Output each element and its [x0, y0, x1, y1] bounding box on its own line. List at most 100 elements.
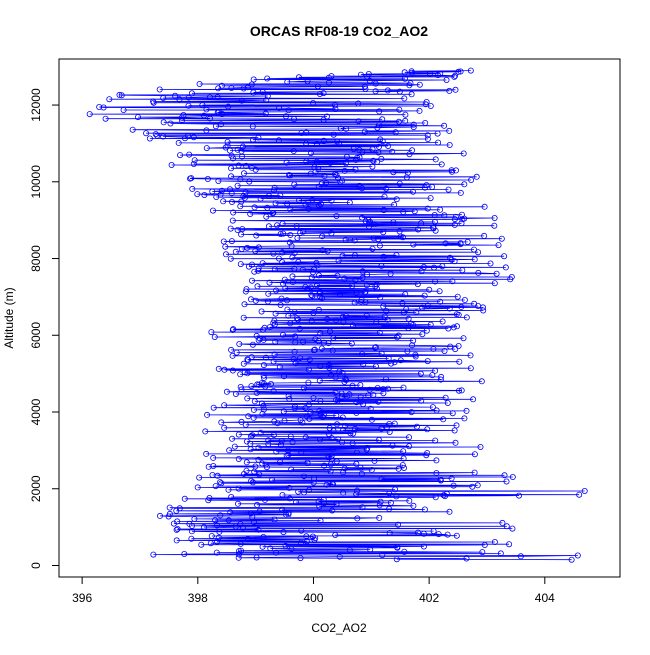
- data-point: [378, 262, 385, 269]
- data-point: [325, 79, 332, 86]
- data-point: [497, 550, 504, 557]
- data-point: [247, 210, 254, 217]
- data-point: [176, 505, 183, 512]
- data-point: [356, 183, 363, 190]
- data-point: [100, 104, 107, 111]
- data-point: [424, 358, 431, 365]
- data-point: [491, 280, 498, 287]
- data-point: [310, 479, 317, 486]
- data-point: [357, 298, 364, 305]
- data-point: [401, 75, 408, 82]
- data-point: [419, 304, 426, 311]
- data-point: [244, 536, 251, 543]
- data-point: [235, 485, 242, 492]
- data-point: [440, 492, 447, 499]
- data-point: [270, 209, 277, 216]
- data-point: [308, 291, 315, 298]
- data-point: [369, 245, 376, 252]
- data-point: [385, 355, 392, 362]
- data-point: [321, 172, 328, 179]
- data-point: [272, 200, 279, 207]
- data-point: [380, 229, 387, 236]
- data-point: [339, 414, 346, 421]
- x-axis-label: CO2_AO2: [311, 621, 367, 635]
- data-point: [371, 457, 378, 464]
- data-point: [160, 119, 167, 126]
- data-point: [310, 266, 317, 273]
- data-point: [223, 388, 230, 395]
- data-point: [240, 170, 247, 177]
- data-point: [266, 279, 273, 286]
- data-point: [413, 309, 420, 316]
- x-tick-label-0: 396: [72, 591, 92, 605]
- data-point: [218, 82, 225, 89]
- data-point: [227, 225, 234, 232]
- data-point: [414, 226, 421, 233]
- data-point: [319, 247, 326, 254]
- data-point: [454, 293, 461, 300]
- data-point: [359, 504, 366, 511]
- data-point: [277, 441, 284, 448]
- data-point: [339, 177, 346, 184]
- data-point: [339, 252, 346, 259]
- data-point: [265, 192, 272, 199]
- data-point: [420, 263, 427, 270]
- data-point: [220, 238, 227, 245]
- data-point: [243, 438, 250, 445]
- data-point: [194, 191, 201, 198]
- data-point: [232, 390, 239, 397]
- data-point: [263, 97, 270, 104]
- data-point: [240, 314, 247, 321]
- data-point: [181, 495, 188, 502]
- data-point: [270, 387, 277, 394]
- data-point: [458, 387, 465, 394]
- data-point: [408, 91, 415, 98]
- data-point: [277, 301, 284, 308]
- data-point: [341, 465, 348, 472]
- data-point: [250, 519, 257, 526]
- data-point: [297, 555, 304, 562]
- data-point: [407, 80, 414, 87]
- data-point: [362, 86, 369, 93]
- data-point: [339, 439, 346, 446]
- data-point: [384, 385, 391, 392]
- data-point: [285, 312, 292, 319]
- data-point: [255, 444, 262, 451]
- data-point: [281, 276, 288, 283]
- data-point: [241, 369, 248, 376]
- data-point: [383, 307, 390, 314]
- data-point: [271, 321, 278, 328]
- data-point: [506, 541, 513, 548]
- data-point: [282, 542, 289, 549]
- data-point: [255, 244, 262, 251]
- data-point: [471, 256, 478, 263]
- data-point: [339, 313, 346, 320]
- data-point: [280, 230, 287, 237]
- data-point: [329, 480, 336, 487]
- data-point: [229, 352, 236, 359]
- data-point: [280, 408, 287, 415]
- data-point: [265, 437, 272, 444]
- data-point: [463, 555, 470, 562]
- data-point: [253, 232, 260, 239]
- data-point: [357, 71, 364, 78]
- data-point: [377, 498, 384, 505]
- data-point: [313, 282, 320, 289]
- data-point: [237, 176, 244, 183]
- data-point: [509, 525, 516, 532]
- data-point: [317, 362, 324, 369]
- data-point: [379, 116, 386, 123]
- data-point: [190, 134, 197, 141]
- data-point: [457, 68, 464, 75]
- data-point: [391, 201, 398, 208]
- data-point: [470, 396, 477, 403]
- data-point: [277, 230, 284, 237]
- data-point: [446, 87, 453, 94]
- data-point: [446, 508, 453, 515]
- data-point: [461, 181, 468, 188]
- data-point: [384, 87, 391, 94]
- data-point: [375, 149, 382, 156]
- data-point: [353, 290, 360, 297]
- data-point: [406, 443, 413, 450]
